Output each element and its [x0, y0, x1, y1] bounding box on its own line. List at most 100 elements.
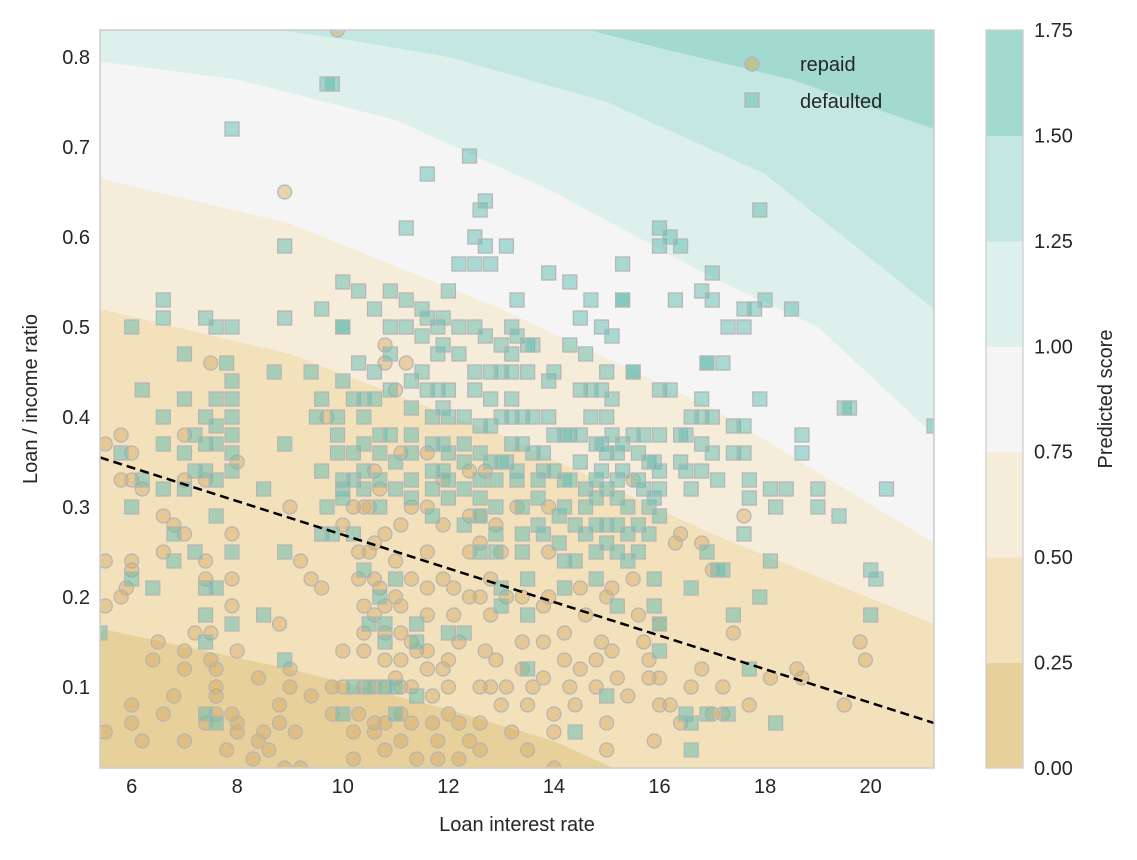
defaulted-point: [440, 445, 456, 461]
decision-boundary-line: [100, 456, 934, 725]
defaulted-point: [725, 607, 742, 623]
defaulted-point: [409, 634, 425, 650]
defaulted-point: [472, 490, 488, 506]
repaid-point: [366, 724, 383, 740]
x-tick-label: 14: [543, 776, 565, 798]
defaulted-point: [440, 472, 456, 488]
defaulted-point: [409, 688, 425, 704]
defaulted-point: [388, 454, 404, 470]
repaid-point: [472, 589, 488, 605]
repaid-point: [393, 517, 409, 533]
defaulted-point: [625, 364, 641, 380]
defaulted-point: [208, 436, 224, 452]
defaulted-point: [155, 310, 171, 326]
colorbar-tick-label: 1.75: [1034, 20, 1073, 42]
repaid-point: [419, 580, 435, 596]
defaulted-point: [388, 571, 404, 587]
repaid-point: [388, 589, 404, 605]
defaulted-point: [736, 445, 752, 461]
repaid-point: [245, 751, 261, 767]
defaulted-point: [366, 391, 383, 407]
defaulted-point: [472, 472, 488, 488]
repaid-point: [224, 571, 240, 587]
repaid-point: [646, 733, 662, 749]
colorbar: 0.00 0.25 0.50 0.75 1.00 1.25 1.50 1.75: [985, 20, 1073, 780]
repaid-point: [440, 652, 456, 668]
repaid-point: [794, 670, 810, 686]
repaid-point: [393, 733, 409, 749]
defaulted-point: [614, 256, 631, 272]
defaulted-point: [651, 616, 668, 632]
defaulted-point: [678, 463, 694, 479]
defaulted-point: [488, 499, 504, 515]
defaulted-point: [599, 688, 615, 704]
colorbar-tick-label: 0.75: [1034, 442, 1073, 464]
defaulted-point: [419, 166, 435, 182]
repaid-point: [546, 706, 562, 722]
defaulted-point: [614, 463, 631, 479]
defaulted-point: [314, 391, 330, 407]
defaulted-point: [651, 463, 668, 479]
defaulted-point: [113, 445, 129, 461]
defaulted-point: [620, 499, 636, 515]
repaid-point: [472, 715, 488, 731]
defaulted-point: [398, 220, 414, 236]
repaid-point: [100, 598, 113, 614]
defaulted-point: [472, 544, 488, 560]
repaid-point: [498, 679, 514, 695]
decision-boundary-layer: [100, 456, 934, 725]
repaid-point: [789, 661, 805, 677]
repaid-point: [725, 625, 742, 641]
defaulted-point: [461, 148, 478, 164]
repaid-point: [224, 706, 240, 722]
repaid-point: [593, 634, 610, 650]
defaulted-point: [556, 580, 573, 596]
repaid-point: [419, 544, 435, 560]
defaulted-point: [504, 364, 520, 380]
defaulted-point: [256, 481, 272, 497]
defaulted-point: [366, 301, 383, 317]
defaulted-point: [841, 400, 858, 416]
repaid-point: [145, 652, 161, 668]
defaulted-point: [583, 292, 599, 308]
repaid-point: [446, 607, 462, 623]
defaulted-point: [488, 526, 504, 542]
defaulted-point: [467, 364, 483, 380]
repaid-point: [430, 733, 446, 749]
defaulted-point: [208, 715, 224, 731]
defaulted-point: [514, 499, 530, 515]
defaulted-point: [636, 427, 652, 443]
defaulted-point: [388, 481, 404, 497]
defaulted-point: [176, 391, 193, 407]
y-tick-label: 0.2: [62, 587, 90, 609]
defaulted-point: [219, 355, 235, 371]
defaulted-point: [757, 292, 773, 308]
repaid-point: [356, 499, 372, 515]
repaid-point: [203, 652, 219, 668]
repaid-point: [556, 652, 573, 668]
defaulted-point: [382, 427, 398, 443]
defaulted-point: [783, 301, 800, 317]
defaulted-point: [514, 544, 530, 560]
defaulted-point: [704, 409, 720, 425]
defaulted-point: [356, 463, 372, 479]
defaulted-point: [651, 427, 668, 443]
defaulted-point: [224, 121, 240, 137]
repaid-point: [736, 508, 752, 524]
defaulted-point: [683, 715, 699, 731]
y-tick-label: 0.6: [62, 227, 90, 249]
defaulted-point: [224, 373, 240, 389]
defaulted-point: [752, 589, 768, 605]
colorbar-segment: [986, 30, 1023, 136]
repaid-point: [345, 724, 361, 740]
repaid-point: [271, 715, 288, 731]
defaulted-point: [403, 472, 419, 488]
defaulted-point: [699, 706, 715, 722]
repaid-point: [314, 580, 330, 596]
repaid-point: [519, 697, 536, 713]
y-axis-ticks: 0.1 0.2 0.3 0.4 0.5 0.6 0.7 0.8: [62, 47, 90, 699]
repaid-point: [250, 670, 266, 686]
defaulted-point: [794, 445, 810, 461]
defaulted-point: [435, 337, 451, 353]
defaulted-point: [277, 310, 293, 326]
